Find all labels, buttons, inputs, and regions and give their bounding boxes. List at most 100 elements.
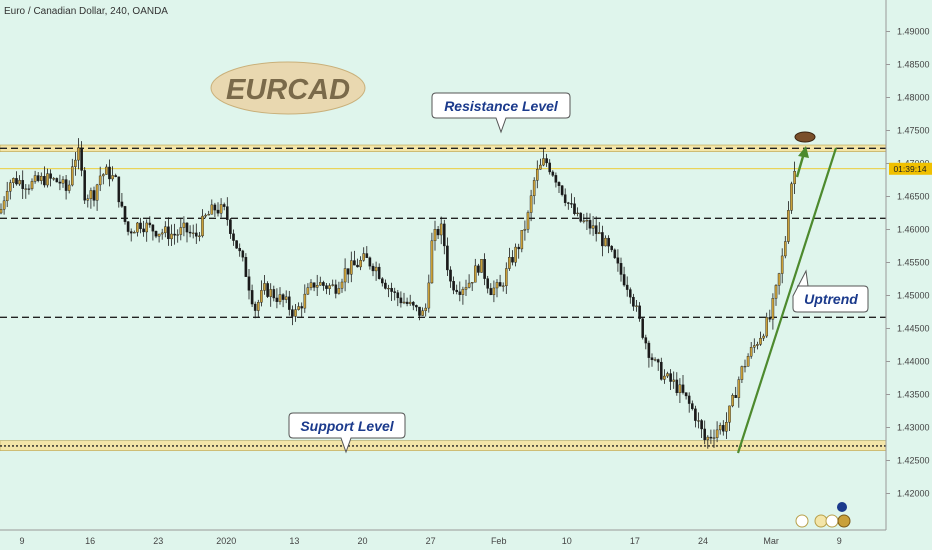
candle-down (449, 269, 452, 282)
candle-down (312, 282, 316, 288)
time-axis[interactable] (0, 530, 932, 550)
candle-down (126, 221, 130, 232)
candle-up (101, 174, 105, 177)
candle-up (210, 204, 214, 215)
candle-up (374, 266, 378, 272)
candle-up (514, 246, 517, 263)
candle-up (712, 437, 716, 439)
candle-up (67, 184, 71, 191)
candle-up (52, 178, 55, 180)
candle-up (284, 296, 288, 300)
candle-up (61, 179, 65, 184)
candle-up (759, 337, 762, 345)
candle-down (660, 361, 663, 380)
candle-up (591, 225, 595, 229)
candle-up (536, 169, 539, 181)
x-axis-labels: 9 16 23 2020 13 20 27 Feb 10 17 24 Mar 9 (19, 536, 841, 546)
candle-up (30, 181, 34, 189)
target-marker (794, 131, 816, 143)
uptrend-callout: Uptrend (792, 269, 869, 313)
candle-up (598, 232, 601, 235)
candle-down (21, 180, 25, 189)
candle-up (201, 215, 204, 237)
candle-up (777, 273, 781, 286)
candle-up (12, 178, 15, 183)
candle-up (0, 209, 3, 214)
candle-down (594, 225, 598, 235)
candle-down (300, 306, 304, 309)
candle-down (235, 240, 238, 249)
candle-down (405, 301, 409, 305)
candle-up (762, 335, 765, 339)
candle-up (464, 287, 468, 290)
candle-up (204, 214, 207, 217)
candle-down (185, 222, 189, 233)
candle-up (359, 260, 362, 268)
candle-down (703, 428, 706, 441)
price-badge: 01:39:14 (889, 162, 932, 175)
candle-up (784, 241, 787, 257)
candle-up (74, 159, 77, 167)
candle-down (167, 226, 170, 240)
candle-down (148, 222, 152, 226)
candle-up (98, 175, 102, 186)
candle-up (467, 282, 471, 288)
candle-up (718, 425, 722, 431)
candle-up (430, 240, 434, 284)
candle-up (653, 359, 657, 361)
candle-up (740, 366, 744, 380)
candle-down (560, 185, 564, 195)
candle-up (40, 175, 43, 181)
candle-up (257, 302, 260, 311)
candle-down (353, 260, 356, 266)
candle-down (381, 278, 384, 284)
candle-up (340, 281, 344, 289)
candle-down (229, 219, 232, 234)
symbol-badge (210, 61, 366, 115)
x-tick-label: 27 (426, 536, 436, 546)
candle-down (517, 246, 520, 250)
candle-down (399, 297, 403, 304)
candle-down (377, 266, 381, 279)
y-tick-label: 1.42500 (897, 456, 930, 466)
uptrend-line (736, 147, 838, 454)
candle-down (610, 245, 613, 251)
candle-down (250, 290, 254, 305)
candle-down (551, 171, 555, 176)
candle-up (492, 287, 496, 296)
y-tick-label: 1.43000 (897, 423, 930, 433)
candle-up (706, 436, 710, 441)
candle-down (371, 265, 375, 272)
candle-down (638, 305, 641, 319)
candle-up (433, 229, 437, 242)
x-tick-label: 16 (85, 536, 95, 546)
price-axis[interactable] (886, 0, 932, 550)
x-tick-label: Feb (491, 536, 507, 546)
y-tick-label: 1.45000 (897, 291, 930, 301)
candle-down (173, 233, 176, 236)
candle-down (681, 384, 685, 393)
candle-down (365, 253, 369, 258)
candle-up (33, 175, 37, 182)
candle-up (731, 395, 734, 407)
candle-down (92, 190, 96, 201)
candle-down (443, 223, 446, 247)
candle-up (529, 195, 533, 213)
candle-up (743, 366, 747, 368)
candle-down (554, 175, 558, 183)
candle-up (421, 310, 424, 316)
candle-down (656, 359, 660, 363)
candle-up (315, 285, 319, 288)
y-tick-label: 1.44000 (897, 357, 930, 367)
candle-down (709, 436, 713, 439)
candle-up (771, 298, 775, 320)
candle-down (83, 170, 86, 201)
candle-down (80, 147, 83, 171)
candle-down (325, 285, 328, 289)
candle-down (36, 175, 40, 181)
candle-down (225, 206, 229, 220)
candle-up (8, 182, 12, 192)
candle-down (253, 303, 257, 311)
candle-up (697, 420, 700, 422)
